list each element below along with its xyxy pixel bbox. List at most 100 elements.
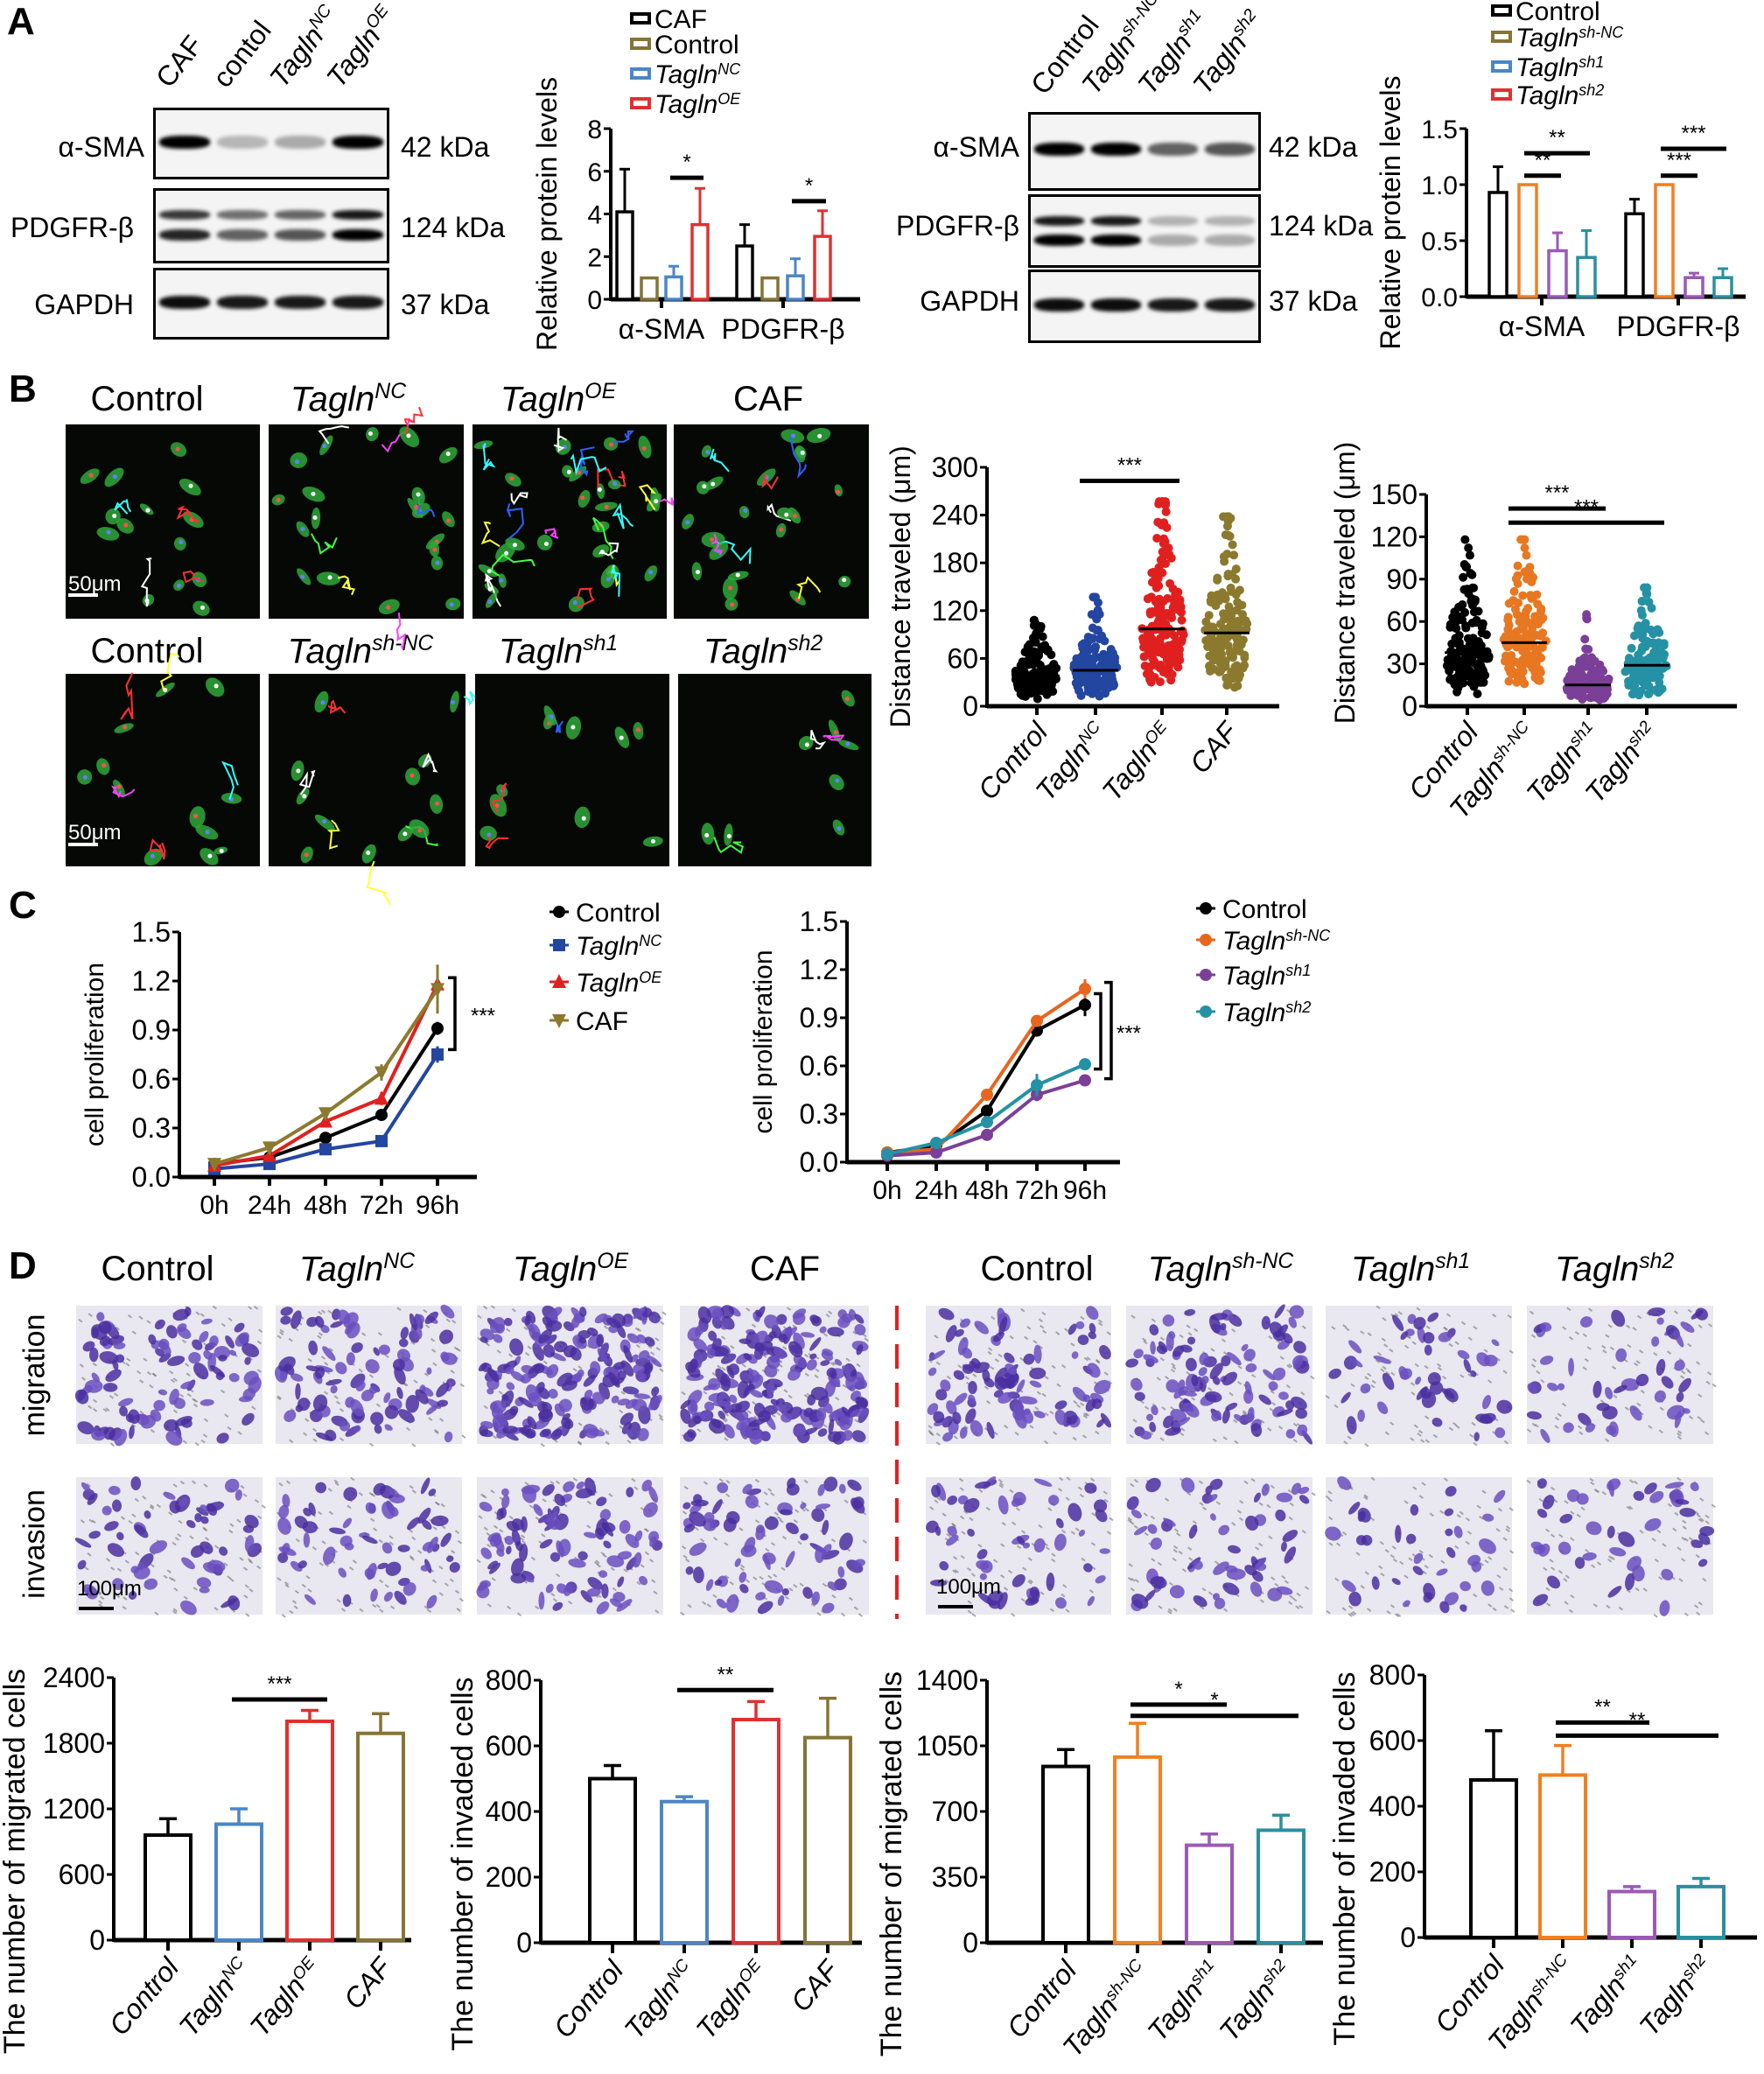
nucleus [312, 515, 318, 521]
stained-cell [74, 1389, 89, 1405]
legend-swatch [630, 67, 651, 80]
membrane-pore [524, 1352, 530, 1356]
stained-cell [519, 1543, 528, 1562]
nucleus [580, 495, 585, 501]
stained-cell [242, 1342, 260, 1358]
transwell-stained-image [276, 1476, 464, 1618]
nucleus [300, 526, 305, 531]
stained-cell [502, 1426, 518, 1434]
cell-track [298, 769, 316, 795]
image-label: Taglnsh-NC [1147, 1250, 1294, 1289]
membrane-pore [483, 1405, 488, 1410]
stained-cell [704, 1401, 715, 1412]
membrane-pore [163, 1574, 168, 1580]
membrane-pore [485, 1342, 491, 1347]
marker [374, 1090, 388, 1105]
y-tick-label: 1400 [916, 1664, 978, 1696]
membrane-pore [203, 1527, 208, 1532]
cell-track [553, 718, 564, 733]
stained-cell [113, 1342, 126, 1349]
stained-cell [180, 1600, 197, 1615]
stained-cell [596, 1601, 610, 1615]
stained-cell [437, 1399, 449, 1407]
y-tick-label: 0 [516, 1927, 532, 1958]
stained-cell [634, 1393, 651, 1399]
stained-cell [616, 1599, 633, 1612]
membrane-pore [181, 1339, 187, 1344]
membrane-pore [115, 1326, 120, 1331]
stained-cell [242, 1412, 255, 1426]
nucleus [451, 700, 456, 705]
marker [930, 1137, 942, 1149]
membrane-pore [456, 1608, 461, 1612]
nucleus [402, 831, 408, 837]
data-point [1628, 690, 1637, 699]
x-tick-label: TaglnOE [243, 1951, 326, 2042]
nucleus [572, 600, 578, 606]
protein-band [216, 295, 269, 309]
marker [1079, 1074, 1091, 1087]
y-axis-label: cell proliferation [749, 949, 778, 1133]
stained-cell [108, 1485, 121, 1496]
y-axis-label: The number of invaded cells [1328, 1671, 1362, 2045]
membrane-pore [434, 1430, 439, 1434]
stained-cell [206, 1559, 226, 1573]
protein-band [1147, 142, 1199, 156]
membrane-pore [552, 1598, 558, 1602]
stained-cell [244, 1356, 251, 1365]
stained-cell [506, 1545, 512, 1555]
membrane-pore [303, 1432, 308, 1437]
bar [1185, 1843, 1234, 1945]
y-tick-label: 0 [587, 286, 602, 315]
membrane-pore [192, 1403, 199, 1408]
data-point [1099, 649, 1109, 659]
significance-label: *** [1117, 453, 1142, 477]
membrane-pore [220, 1389, 226, 1394]
stained-cell [314, 1315, 325, 1328]
protein-band [1033, 142, 1085, 156]
stained-cell [586, 1587, 601, 1597]
scale-bar-label: 100μm [936, 1575, 1001, 1599]
y-tick-label: 0.6 [132, 1063, 171, 1095]
stained-cell [585, 1428, 606, 1437]
data-point [1035, 660, 1045, 669]
membrane-pore [431, 1579, 438, 1584]
stained-cell [638, 1350, 650, 1362]
protein-band [158, 229, 211, 241]
membrane-pore [432, 1526, 438, 1531]
membrane-pore [578, 1422, 583, 1426]
protein-band [158, 295, 211, 309]
legend-label: TaglnOE [654, 90, 741, 119]
legend-label: Taglnsh-NC [1516, 24, 1624, 53]
significance-bracket [1104, 980, 1113, 1081]
stained-cell [112, 1499, 122, 1512]
stained-cell [626, 1487, 634, 1498]
marker [374, 1066, 388, 1081]
stained-cell [648, 1531, 660, 1543]
nucleus [88, 473, 94, 478]
stained-cell [538, 1408, 553, 1423]
fluorescence-tracking-image [472, 424, 679, 619]
bar [1684, 276, 1704, 298]
legend-label: Control [576, 899, 661, 928]
membrane-pore [521, 1534, 526, 1539]
membrane-pore [852, 1330, 858, 1335]
x-tick-label: Taglnsh2 [1213, 1954, 1298, 2047]
x-tick-label: Control [102, 1951, 185, 2042]
stained-cell [603, 1540, 612, 1549]
membrane-pore [350, 1476, 355, 1482]
membrane-pore [150, 1503, 155, 1509]
membrane-pore [220, 1322, 226, 1328]
stained-cell [343, 1487, 358, 1502]
bar [732, 1718, 780, 1944]
data-point [1642, 583, 1652, 592]
stained-cell [564, 1345, 578, 1358]
membrane-pore [139, 1379, 144, 1384]
stained-cell [385, 1561, 402, 1576]
membrane-pore [320, 1309, 326, 1314]
kda-label: 124 kDa [1269, 210, 1374, 242]
membrane-pore [368, 1491, 374, 1496]
membrane-pore [542, 1498, 547, 1503]
membrane-pore [658, 1413, 663, 1419]
